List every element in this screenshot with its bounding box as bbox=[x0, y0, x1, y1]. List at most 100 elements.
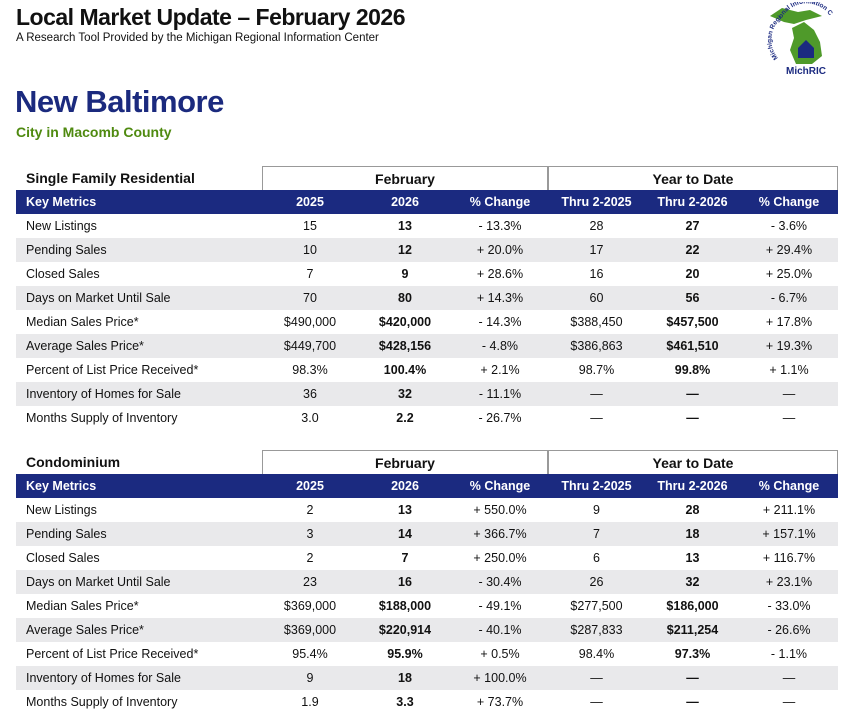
metric-value: + 73.7% bbox=[476, 695, 524, 709]
metric-value: + 366.7% bbox=[473, 527, 527, 541]
metric-value: 32 bbox=[685, 575, 700, 589]
metric-value: 95.9% bbox=[387, 647, 423, 661]
metric-value: 23 bbox=[303, 575, 317, 589]
metric-value: + 14.3% bbox=[476, 291, 524, 305]
metric-value: 7 bbox=[401, 551, 409, 565]
metric-value: 98.3% bbox=[292, 363, 328, 377]
metric-value: + 0.5% bbox=[480, 647, 520, 661]
metric-value: 16 bbox=[589, 267, 604, 281]
metric-value: + 1.1% bbox=[769, 363, 809, 377]
data-row: Average Sales Price* $449,700 $428,156 - 4.… bbox=[16, 334, 838, 358]
column-header: Key Metrics bbox=[26, 195, 97, 209]
metric-label: Closed Sales bbox=[26, 551, 100, 565]
metric-value: 9 bbox=[306, 671, 314, 685]
metric-value: 27 bbox=[685, 219, 700, 233]
section-header-row: Single Family Residential February Year to… bbox=[16, 166, 838, 190]
data-row: Closed Sales 2 7 + 250.0% 6 13 + 116.7% bbox=[16, 546, 838, 570]
metric-value: 2 bbox=[306, 551, 314, 565]
metric-value: 70 bbox=[303, 291, 317, 305]
metric-value: $490,000 bbox=[283, 315, 337, 329]
data-row: Days on Market Until Sale 70 80 + 14.3% 60 56… bbox=[16, 286, 838, 310]
data-row: Inventory of Homes for Sale 9 18 + 100.0% — —… bbox=[16, 666, 838, 690]
metric-value: - 14.3% bbox=[478, 315, 522, 329]
column-header: Thru 2-2026 bbox=[657, 479, 728, 493]
column-header: Thru 2-2025 bbox=[561, 479, 632, 493]
metric-value: $369,000 bbox=[283, 599, 337, 613]
metric-value: — bbox=[686, 387, 699, 401]
metric-label: New Listings bbox=[26, 219, 97, 233]
metric-value: + 19.3% bbox=[765, 339, 813, 353]
metric-label: Median Sales Price* bbox=[26, 599, 139, 613]
data-row: Median Sales Price* $490,000 $420,000 - 14.… bbox=[16, 310, 838, 334]
metric-value: 95.4% bbox=[292, 647, 328, 661]
metric-value: + 25.0% bbox=[765, 267, 813, 281]
metric-value: $457,500 bbox=[666, 315, 719, 329]
metric-label: New Listings bbox=[26, 503, 97, 517]
metric-value: 2.2 bbox=[396, 411, 414, 425]
metric-value: 13 bbox=[685, 551, 700, 565]
metric-value: - 6.7% bbox=[770, 291, 808, 305]
metric-value: 9 bbox=[593, 503, 600, 517]
column-header: % Change bbox=[469, 195, 531, 209]
metric-value: 99.8% bbox=[674, 363, 711, 377]
metric-value: + 116.7% bbox=[762, 551, 816, 565]
metric-value: — bbox=[590, 411, 603, 425]
metric-value: + 157.1% bbox=[762, 527, 816, 541]
group-header: Year to Date bbox=[548, 166, 838, 190]
metric-value: 26 bbox=[589, 575, 604, 589]
column-header: % Change bbox=[469, 479, 531, 493]
metric-value: + 29.4% bbox=[765, 243, 813, 257]
metric-value: 3.0 bbox=[301, 411, 319, 425]
data-row: Days on Market Until Sale 23 16 - 30.4% 26 32… bbox=[16, 570, 838, 594]
metric-value: — bbox=[782, 695, 796, 709]
section-title: Condominium bbox=[26, 454, 121, 470]
logo-house bbox=[798, 40, 814, 58]
metric-value: - 33.0% bbox=[767, 599, 811, 613]
metric-value: - 26.6% bbox=[767, 623, 811, 637]
metric-value: - 1.1% bbox=[770, 647, 808, 661]
logo: Michigan Regional Information Center Mic… bbox=[760, 2, 834, 77]
metric-value: $220,914 bbox=[378, 623, 432, 637]
logo-name: MichRIC bbox=[786, 66, 826, 77]
location-name: New Baltimore bbox=[15, 84, 224, 119]
data-row: Closed Sales 7 9 + 28.6% 16 20 + 25.0% bbox=[16, 262, 838, 286]
metric-value: $420,000 bbox=[378, 315, 432, 329]
metric-value: 97.3% bbox=[674, 647, 711, 661]
data-row: Months Supply of Inventory 1.9 3.3 + 73.7% —… bbox=[16, 690, 838, 714]
data-row: Pending Sales 3 14 + 366.7% 7 18 + 157.1% bbox=[16, 522, 838, 546]
metric-value: 10 bbox=[303, 243, 317, 257]
metric-value: 1.9 bbox=[301, 695, 319, 709]
metric-value: - 3.6% bbox=[770, 219, 808, 233]
metric-value: 32 bbox=[398, 387, 412, 401]
metric-label: Percent of List Price Received* bbox=[26, 647, 199, 661]
report-title: Local Market Update – February 2026 bbox=[16, 4, 406, 30]
metric-value: 18 bbox=[685, 527, 700, 541]
metric-label: Inventory of Homes for Sale bbox=[26, 671, 181, 685]
metric-value: + 100.0% bbox=[473, 671, 527, 685]
metric-label: Pending Sales bbox=[26, 243, 107, 257]
column-header: % Change bbox=[758, 195, 820, 209]
metric-value: + 2.1% bbox=[480, 363, 520, 377]
metric-value: + 211.1% bbox=[762, 503, 816, 517]
data-row: Inventory of Homes for Sale 36 32 - 11.1% — —… bbox=[16, 382, 838, 406]
group-header: February bbox=[262, 450, 548, 474]
metric-value: — bbox=[686, 411, 699, 425]
column-header: % Change bbox=[758, 479, 820, 493]
metric-value: $386,863 bbox=[570, 339, 623, 353]
data-row: Percent of List Price Received* 98.3% 100.… bbox=[16, 358, 838, 382]
metric-value: 7 bbox=[306, 267, 314, 281]
metric-value: - 40.1% bbox=[478, 623, 522, 637]
column-header: 2025 bbox=[296, 195, 324, 209]
metric-value: - 30.4% bbox=[478, 575, 522, 589]
metric-value: — bbox=[686, 671, 699, 685]
metric-value: 18 bbox=[398, 671, 412, 685]
metric-value: — bbox=[590, 387, 603, 401]
metric-value: $186,000 bbox=[666, 599, 719, 613]
column-header: 2025 bbox=[296, 479, 324, 493]
metric-value: 56 bbox=[685, 291, 700, 305]
metric-label: Closed Sales bbox=[26, 267, 100, 281]
section-title: Single Family Residential bbox=[26, 170, 195, 186]
data-row: Months Supply of Inventory 3.0 2.2 - 26.7% —… bbox=[16, 406, 838, 430]
data-row: Average Sales Price* $369,000 $220,914 - 40… bbox=[16, 618, 838, 642]
metric-label: Days on Market Until Sale bbox=[26, 291, 171, 305]
